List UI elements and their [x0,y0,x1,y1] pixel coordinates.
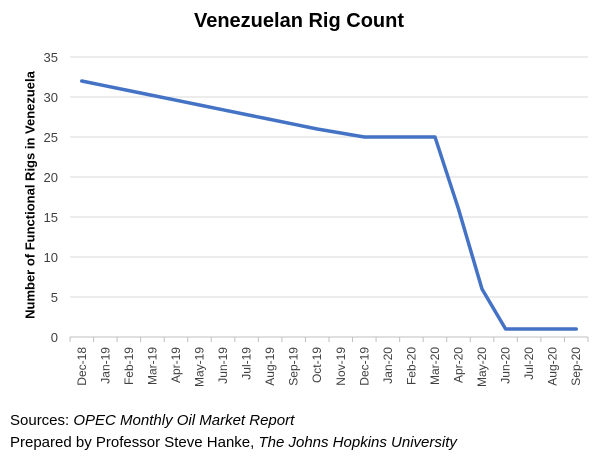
series-line [80,79,578,331]
x-tick-label: Sep-19 [287,347,301,386]
x-tick-label: Mar-19 [145,347,159,385]
prepared-line: Prepared by Professor Steve Hanke, The J… [10,432,457,454]
y-tick-label: 15 [44,210,58,225]
x-tick-label: Jan-19 [98,347,112,384]
y-tick-label: 10 [44,250,58,265]
y-tick-label: 5 [51,290,58,305]
x-tick-label: Aug-20 [546,347,560,386]
axes [69,336,589,342]
x-tick-label: Dec-19 [357,347,371,386]
gridlines [70,56,588,298]
x-tick-label: Jun-19 [216,347,230,384]
y-tick-label: 35 [44,50,58,65]
y-tick-label: 20 [44,170,58,185]
x-tick-label: May-20 [475,347,489,387]
x-tick-label: Jul-19 [240,347,254,380]
sources-line: Sources: OPEC Monthly Oil Market Report [10,410,457,432]
x-tick-label: Apr-19 [169,347,183,383]
x-tick-label: Apr-20 [452,347,466,383]
series-lines [80,79,578,331]
x-tick-label: Feb-19 [122,347,136,385]
footer: Sources: OPEC Monthly Oil Market Report … [10,410,457,454]
x-tick-label: Oct-19 [310,347,324,383]
y-tick-label: 25 [44,130,58,145]
sources-prefix: Sources: [10,412,74,429]
x-tick-label: Jul-20 [522,347,536,380]
x-tick-label: Aug-19 [263,347,277,386]
x-tick-label: Mar-20 [428,347,442,385]
chart-title: Venezuelan Rig Count [193,10,405,32]
x-tick-label: Nov-19 [334,347,348,386]
x-tick-label: Jun-20 [499,347,513,384]
sources-report: OPEC Monthly Oil Market Report [73,412,295,429]
prepared-prefix: Prepared by Professor Steve Hanke, [10,434,259,451]
x-tick-label: Jan-20 [381,347,395,384]
y-tick-label: 0 [51,330,58,345]
x-tick-label: May-19 [193,347,207,387]
y-tick-labels: 0 5 10 15 20 25 30 35 [44,50,58,345]
x-tick-label: Dec-18 [75,347,89,386]
x-tick-labels: Dec-18 Jan-19 Feb-19 Mar-19 Apr-19 May-19 Jun-… [75,347,583,387]
x-tick-label: Sep-20 [569,347,583,386]
prepared-institution: The Johns Hopkins University [258,434,457,451]
y-tick-label: 30 [44,90,58,105]
x-tick-label: Feb-20 [404,347,418,385]
line-chart: 0 5 10 15 20 25 30 35 Dec-18 Jan-19 Feb-19 Mar-19 A… [44,50,589,387]
